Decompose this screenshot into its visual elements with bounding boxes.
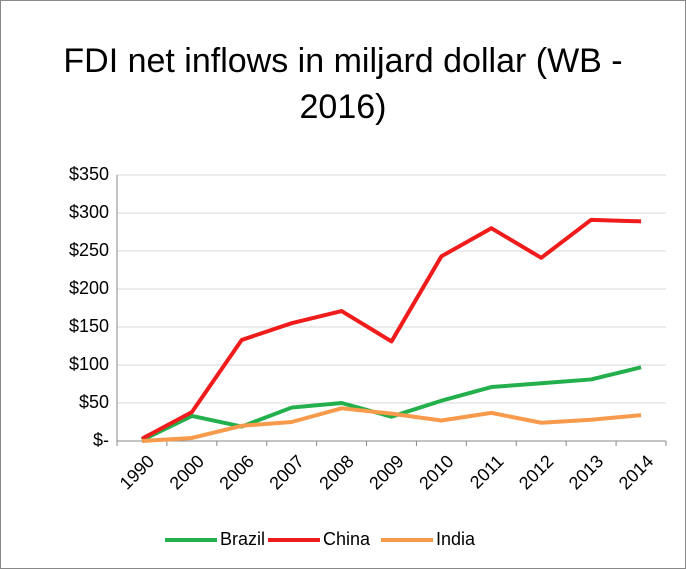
y-tick-label: $250 [69, 240, 109, 260]
series-line [141, 217, 642, 441]
y-tick-label: $100 [69, 354, 109, 374]
y-tick-label: $300 [69, 202, 109, 222]
chart-title: FDI net inflows in miljard dollar (WB - … [63, 42, 623, 126]
series-line [141, 406, 642, 443]
legend-label: Brazil [220, 529, 265, 549]
y-tick-label: $200 [69, 278, 109, 298]
y-tick-label: $50 [79, 392, 109, 412]
series-line [141, 365, 642, 443]
y-tick-label: $150 [69, 316, 109, 336]
y-tick-label: $- [93, 430, 109, 450]
legend-label: China [323, 529, 371, 549]
legend-label: India [436, 529, 476, 549]
y-tick-label: $350 [69, 164, 109, 184]
